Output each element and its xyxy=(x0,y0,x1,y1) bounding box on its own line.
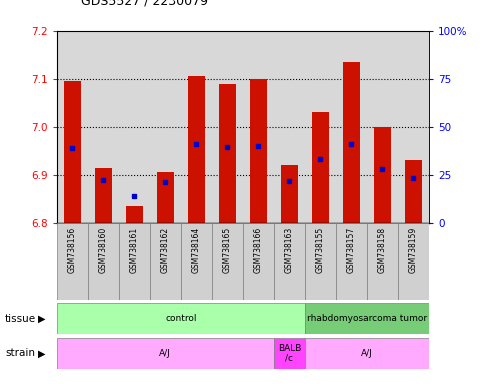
Bar xyxy=(212,223,243,300)
Text: control: control xyxy=(165,314,197,323)
Bar xyxy=(119,223,150,300)
Text: strain: strain xyxy=(5,348,35,358)
Bar xyxy=(250,79,267,223)
Bar xyxy=(126,206,143,223)
Bar xyxy=(343,62,360,223)
Bar xyxy=(274,223,305,300)
Bar xyxy=(305,303,429,334)
Bar xyxy=(305,223,336,300)
Bar xyxy=(95,167,112,223)
Text: GSM738156: GSM738156 xyxy=(68,227,77,273)
Bar xyxy=(219,84,236,223)
Bar xyxy=(405,161,422,223)
Bar xyxy=(367,223,398,300)
Text: GSM738157: GSM738157 xyxy=(347,227,356,273)
Bar xyxy=(57,303,305,334)
Text: GSM738155: GSM738155 xyxy=(316,227,325,273)
Bar xyxy=(64,81,81,223)
Bar xyxy=(336,223,367,300)
Text: GSM738165: GSM738165 xyxy=(223,227,232,273)
Text: ▶: ▶ xyxy=(38,314,46,324)
Text: GSM738159: GSM738159 xyxy=(409,227,418,273)
Text: BALB
/c: BALB /c xyxy=(278,344,301,363)
Text: tissue: tissue xyxy=(5,314,36,324)
Text: GDS5527 / 2230079: GDS5527 / 2230079 xyxy=(81,0,209,8)
Bar xyxy=(274,338,305,369)
Bar xyxy=(157,172,174,223)
Bar xyxy=(188,76,205,223)
Text: GSM738164: GSM738164 xyxy=(192,227,201,273)
Bar xyxy=(88,223,119,300)
Text: GSM738163: GSM738163 xyxy=(285,227,294,273)
Text: rhabdomyosarcoma tumor: rhabdomyosarcoma tumor xyxy=(307,314,427,323)
Bar xyxy=(374,127,391,223)
Bar xyxy=(243,223,274,300)
Bar xyxy=(57,338,274,369)
Bar xyxy=(312,113,329,223)
Bar xyxy=(150,223,181,300)
Text: GSM738166: GSM738166 xyxy=(254,227,263,273)
Text: GSM738161: GSM738161 xyxy=(130,227,139,273)
Text: ▶: ▶ xyxy=(38,348,46,358)
Bar xyxy=(181,223,212,300)
Bar xyxy=(57,223,88,300)
Text: GSM738160: GSM738160 xyxy=(99,227,108,273)
Text: GSM738162: GSM738162 xyxy=(161,227,170,273)
Bar xyxy=(281,165,298,223)
Bar xyxy=(305,338,429,369)
Bar xyxy=(398,223,429,300)
Text: GSM738158: GSM738158 xyxy=(378,227,387,273)
Text: A/J: A/J xyxy=(361,349,373,358)
Text: A/J: A/J xyxy=(159,349,171,358)
